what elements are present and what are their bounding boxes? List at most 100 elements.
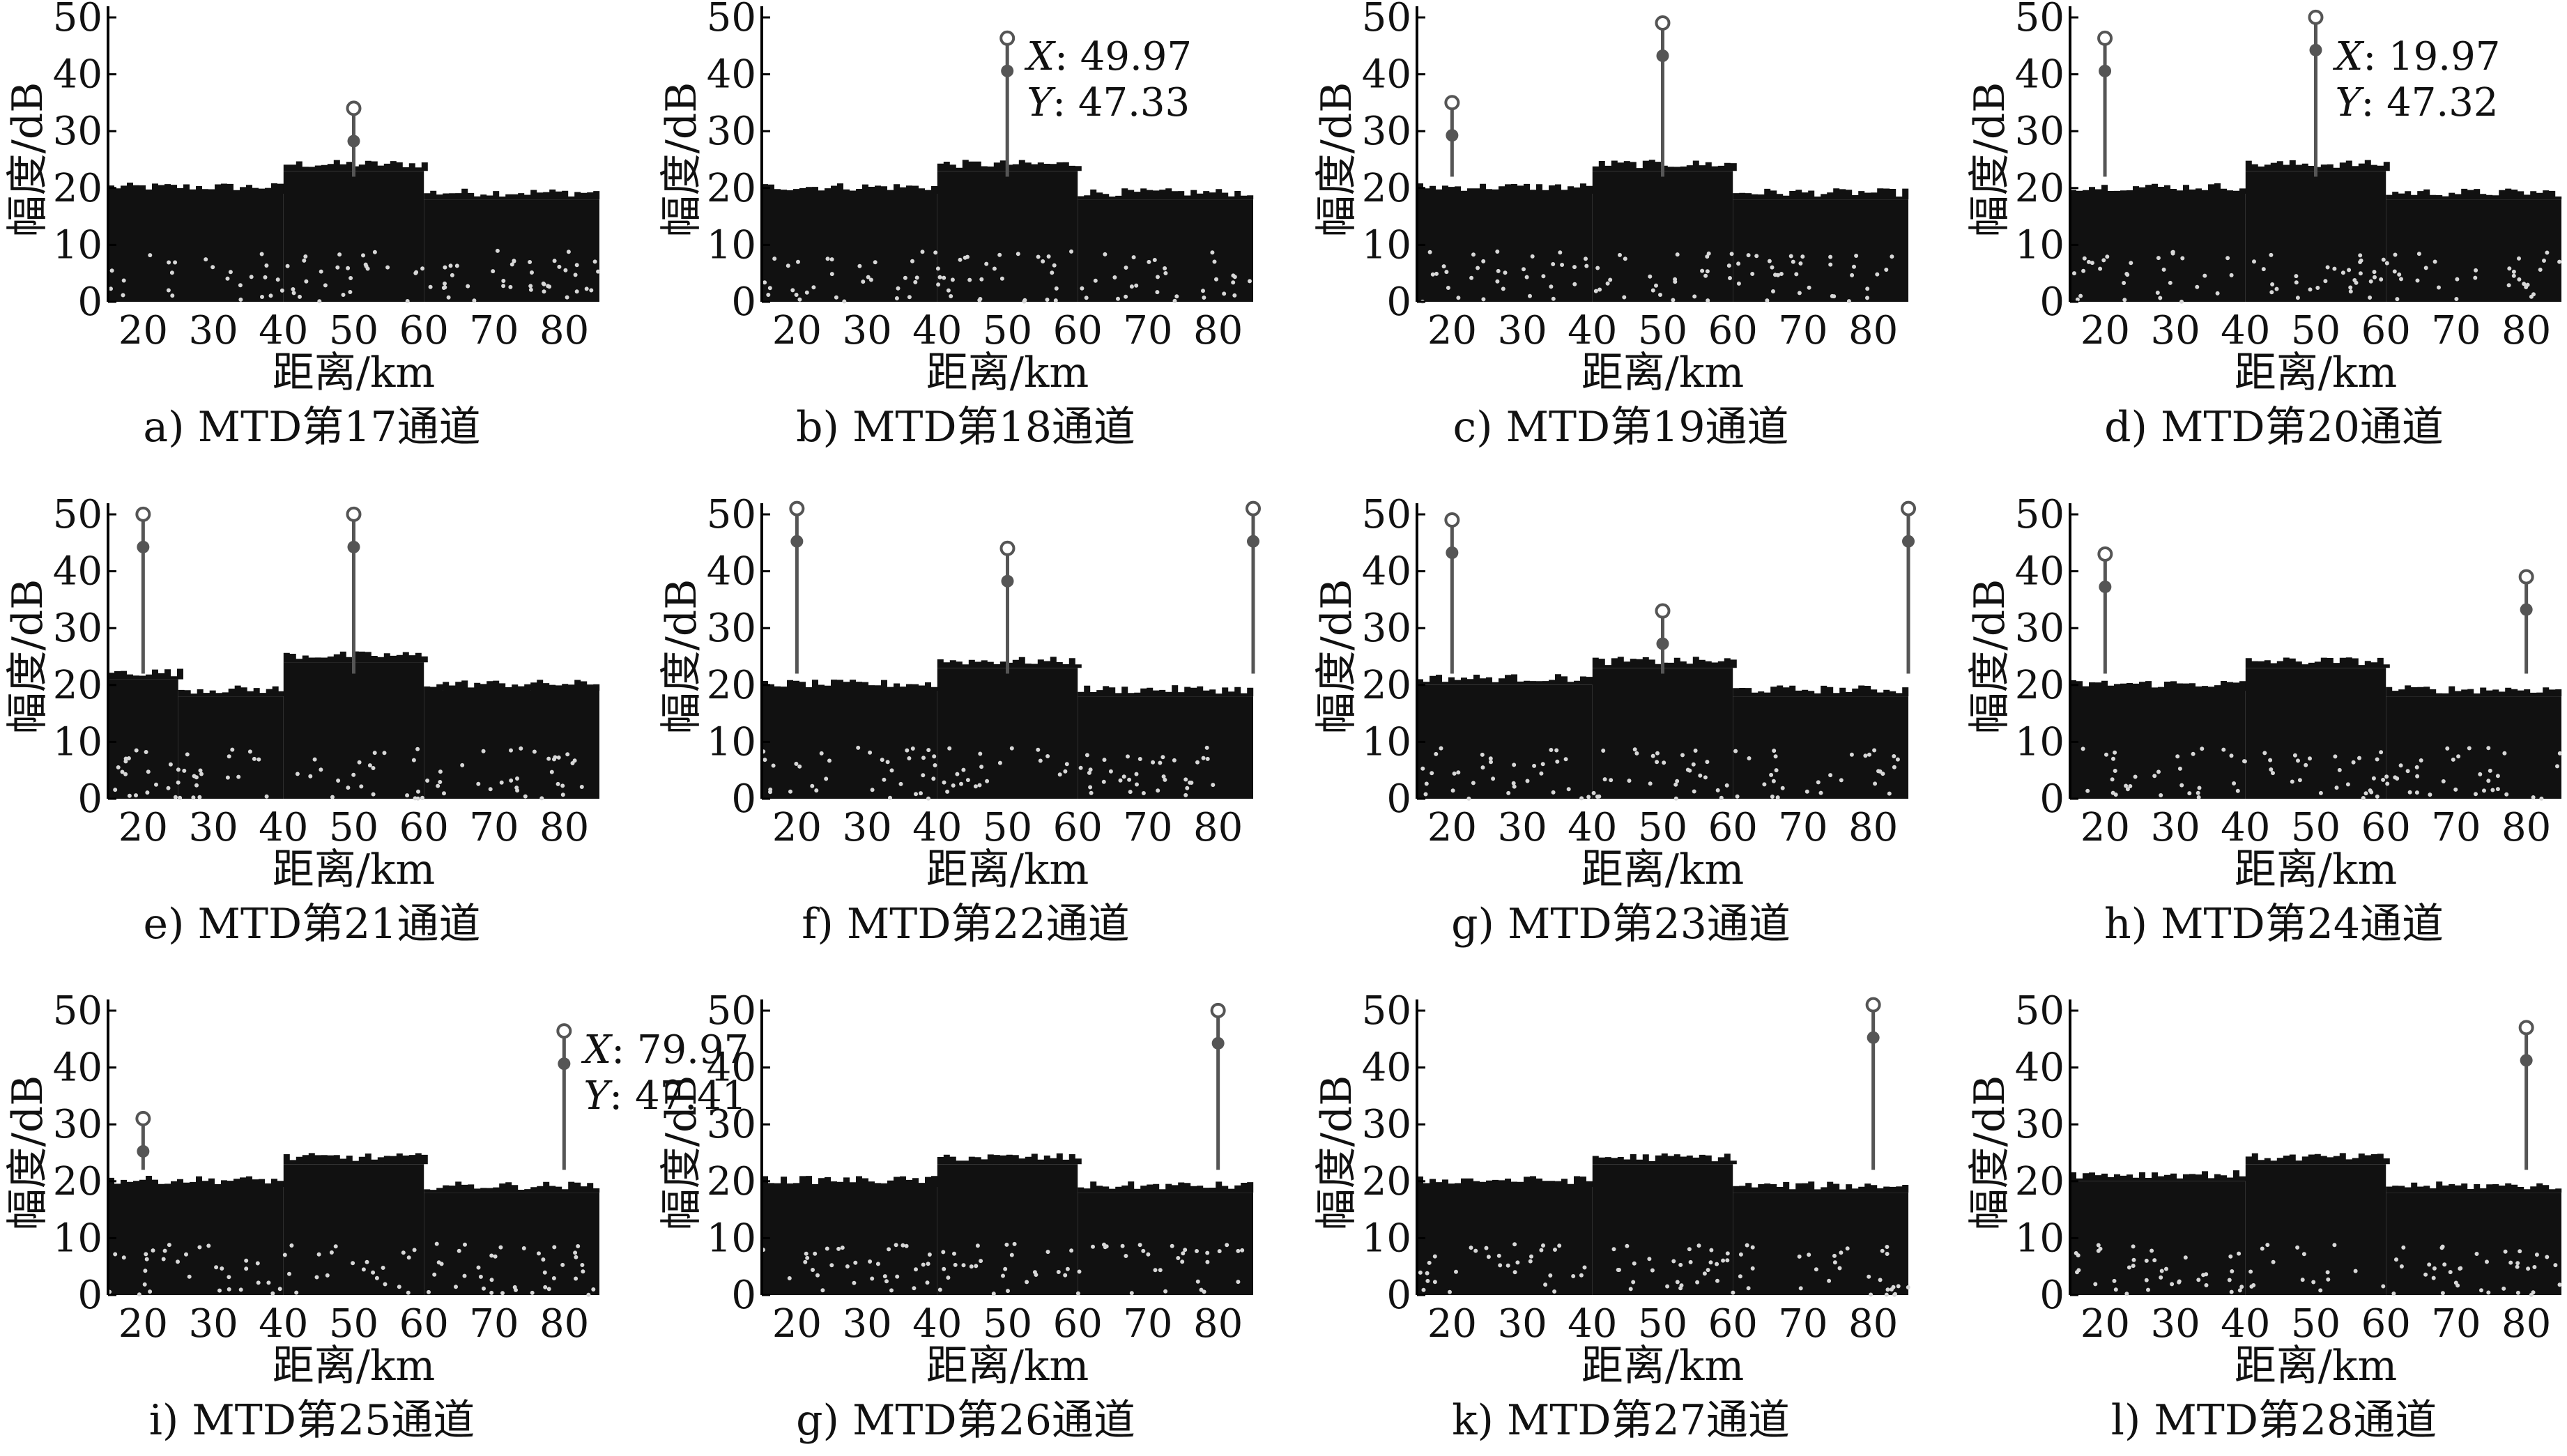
datatip-y: Y: 47.41	[583, 1073, 746, 1119]
target-spike	[346, 506, 362, 674]
y-tick-label: 20	[707, 663, 756, 708]
clutter-segment	[1078, 1193, 1253, 1295]
panel-caption: g) MTD第23通道	[1451, 900, 1791, 949]
clutter-segment	[937, 668, 1078, 799]
panel-2: 0 10 20 30 40 50 20 30 40 50 60 70 80 距离/km 幅度/dB b) MT…	[657, 0, 1254, 452]
y-tick-label: 10	[1362, 1216, 1411, 1261]
y-tick-label: 20	[53, 1159, 102, 1204]
clutter-segment	[2386, 1193, 2561, 1295]
x-tick-label: 20	[118, 1301, 168, 1347]
y-axis-label: 幅度/dB	[3, 579, 52, 735]
clutter-segment	[283, 662, 424, 799]
x-tick-label: 30	[2150, 805, 2200, 850]
panel-7: 0 10 20 30 40 50 20 30 40 50 60 70 80 距离/km 幅度/dB g) MT…	[1312, 492, 1916, 949]
panel-11: 0 10 20 30 40 50 20 30 40 50 60 70 80 距离/km 幅度/dB k) MT…	[1312, 988, 1910, 1445]
x-tick-label: 70	[2431, 805, 2481, 850]
target-spike	[1655, 603, 1671, 674]
target-peak-marker	[1210, 1002, 1226, 1018]
y-tick-label: 0	[731, 1273, 756, 1318]
target-marker	[137, 540, 150, 553]
x-tick-label: 20	[772, 1301, 822, 1347]
y-tick-label: 20	[53, 166, 102, 211]
target-peak-marker	[999, 540, 1016, 556]
y-tick-label: 30	[1362, 109, 1411, 154]
panel-5: 0 10 20 30 40 50 20 30 40 50 60 70 80 距离/km 幅度/dB e) MT…	[3, 492, 600, 949]
target-peak-marker	[1865, 997, 1881, 1013]
clutter-edge	[283, 651, 428, 663]
clutter-segment	[937, 171, 1078, 302]
clutter-segment	[762, 690, 937, 799]
y-axis-label: 幅度/dB	[657, 82, 706, 238]
target-spike	[135, 506, 151, 674]
x-tick-label: 80	[1193, 308, 1243, 353]
target-marker	[558, 1057, 571, 1071]
clutter-edge	[937, 1153, 1082, 1165]
y-tick-label: 40	[2015, 52, 2064, 98]
x-tick-label: 70	[469, 308, 519, 353]
x-tick-label: 20	[772, 805, 822, 850]
y-tick-label: 50	[53, 988, 102, 1034]
clutter-band	[1417, 160, 1909, 304]
x-tick-label: 30	[188, 805, 238, 850]
target-peak-marker	[556, 1023, 572, 1039]
y-tick-label: 0	[731, 279, 756, 325]
y-tick-label: 10	[707, 222, 756, 268]
x-tick-label: 20	[1427, 1301, 1477, 1347]
clutter-edge	[424, 1181, 600, 1193]
x-tick-label: 40	[912, 1301, 962, 1347]
y-tick-label: 50	[707, 492, 756, 537]
y-tick-label: 50	[1362, 492, 1411, 537]
x-axis-label: 距离/km	[1581, 348, 1744, 397]
x-tick-label: 80	[1193, 805, 1243, 850]
target-marker	[2099, 64, 2112, 77]
target-marker	[2520, 603, 2533, 616]
x-tick-label: 50	[1638, 308, 1687, 353]
panel-caption: a) MTD第17通道	[143, 403, 480, 452]
y-tick-label: 50	[2015, 0, 2064, 40]
x-axis-label: 距离/km	[2235, 348, 2397, 397]
clutter-edge	[1733, 685, 1909, 697]
clutter-segment	[108, 679, 178, 799]
y-axis-label: 幅度/dB	[1966, 579, 2014, 735]
x-tick-label: 60	[1708, 1301, 1758, 1347]
x-tick-label: 50	[2291, 308, 2340, 353]
clutter-edge	[2386, 188, 2562, 200]
y-tick-label: 0	[77, 776, 102, 822]
clutter-edge	[2386, 685, 2562, 697]
clutter-segment	[424, 1193, 599, 1295]
clutter-edge	[2070, 1170, 2246, 1181]
y-tick-label: 40	[2015, 1045, 2064, 1091]
target-marker	[1211, 1036, 1225, 1050]
clutter-band	[108, 160, 601, 304]
panel-caption: g) MTD第26通道	[796, 1396, 1135, 1445]
clutter-segment	[2245, 1164, 2386, 1295]
target-marker	[1247, 535, 1259, 548]
x-tick-label: 70	[1123, 805, 1172, 850]
x-tick-label: 50	[983, 805, 1032, 850]
y-tick-label: 0	[1386, 1273, 1411, 1318]
y-tick-label: 20	[1362, 166, 1411, 211]
clutter-segment	[762, 193, 937, 302]
y-tick-label: 20	[707, 1159, 756, 1204]
x-axis-label: 距离/km	[926, 845, 1089, 894]
x-tick-label: 50	[2291, 805, 2340, 850]
panel-caption: f) MTD第22通道	[802, 900, 1130, 949]
target-spike	[999, 30, 1016, 177]
panel-caption: h) MTD第24通道	[2104, 900, 2444, 949]
y-tick-label: 40	[1362, 52, 1411, 98]
y-axis-label: 幅度/dB	[657, 579, 706, 735]
x-tick-label: 30	[2150, 1301, 2200, 1347]
target-peak-marker	[789, 500, 805, 516]
x-tick-label: 20	[2081, 308, 2130, 353]
x-tick-label: 50	[329, 308, 378, 353]
target-spike	[1246, 500, 1261, 674]
y-tick-label: 40	[707, 52, 756, 98]
y-tick-label: 50	[2015, 988, 2064, 1034]
clutter-segment	[108, 1186, 284, 1295]
target-spike	[2308, 9, 2324, 177]
target-spike	[2518, 1020, 2534, 1170]
clutter-segment	[1592, 668, 1733, 799]
target-marker	[1867, 1031, 1880, 1044]
y-tick-label: 0	[1386, 776, 1411, 822]
